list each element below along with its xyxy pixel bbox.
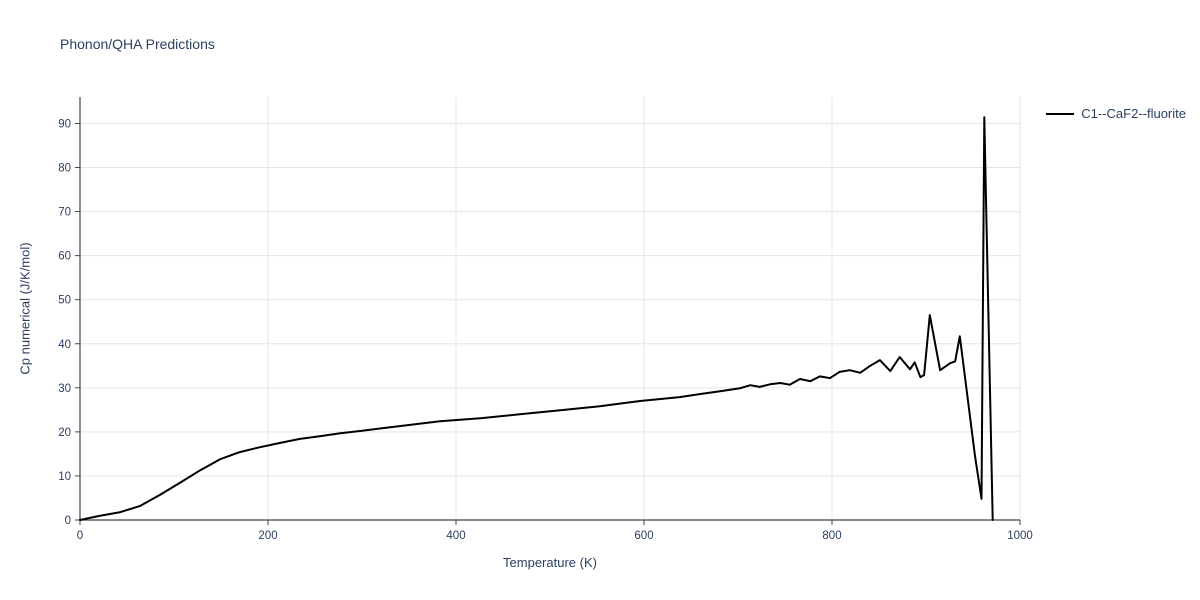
y-tick-label: 70 (58, 207, 71, 219)
x-tick-label: 400 (446, 530, 465, 542)
x-tick-label: 200 (258, 530, 277, 542)
y-tick-label: 30 (58, 383, 71, 395)
chart-title: Phonon/QHA Predictions (60, 36, 215, 52)
y-tick-label: 40 (58, 339, 71, 351)
x-tick-label: 800 (822, 530, 841, 542)
x-tick-label: 0 (77, 530, 83, 542)
legend[interactable]: C1--CaF2--fluorite (1046, 106, 1186, 121)
legend-label: C1--CaF2--fluorite (1081, 106, 1186, 121)
x-axis-label: Temperature (K) (503, 555, 597, 570)
legend-line-sample (1046, 112, 1075, 115)
y-tick-label: 0 (65, 515, 71, 527)
y-axis-label: Cp numerical (J/K/mol) (17, 242, 33, 375)
y-tick-label: 20 (58, 427, 71, 439)
y-tick-label: 80 (58, 163, 71, 175)
y-tick-label: 90 (58, 118, 71, 130)
series-line (79, 116, 994, 521)
x-tick-label: 600 (634, 530, 653, 542)
y-tick-label: 60 (58, 251, 71, 263)
y-tick-label: 50 (58, 295, 71, 307)
y-tick-label: 10 (58, 471, 71, 483)
x-tick-label: 1000 (1007, 530, 1033, 542)
